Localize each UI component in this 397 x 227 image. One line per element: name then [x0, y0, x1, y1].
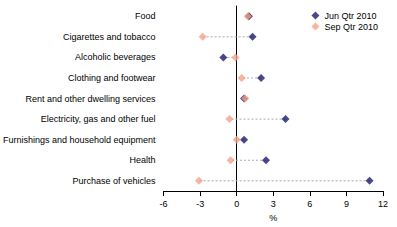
svg-text:-3: -3: [196, 199, 204, 209]
svg-text:12: 12: [378, 199, 388, 209]
svg-text:Alcoholic beverages: Alcoholic beverages: [75, 52, 156, 62]
svg-text:%: %: [269, 213, 277, 223]
svg-text:Jun Qtr 2010: Jun Qtr 2010: [324, 11, 376, 21]
svg-text:6: 6: [307, 199, 312, 209]
svg-text:Food: Food: [135, 11, 156, 21]
svg-text:3: 3: [271, 199, 276, 209]
svg-text:-6: -6: [160, 199, 168, 209]
svg-text:9: 9: [344, 199, 349, 209]
svg-text:Sep Qtr 2010: Sep Qtr 2010: [324, 22, 378, 32]
svg-text:Clothing and footwear: Clothing and footwear: [68, 73, 156, 83]
svg-text:Purchase of vehicles: Purchase of vehicles: [73, 176, 157, 186]
svg-text:Health: Health: [130, 155, 156, 165]
svg-text:Electricity, gas and other fue: Electricity, gas and other fuel: [41, 114, 156, 124]
svg-text:Furnishings and household equi: Furnishings and household equipment: [3, 135, 156, 145]
svg-text:Rent and other dwelling servic: Rent and other dwelling services: [26, 94, 157, 104]
svg-text:0: 0: [234, 199, 239, 209]
svg-text:Cigarettes and tobacco: Cigarettes and tobacco: [63, 32, 156, 42]
